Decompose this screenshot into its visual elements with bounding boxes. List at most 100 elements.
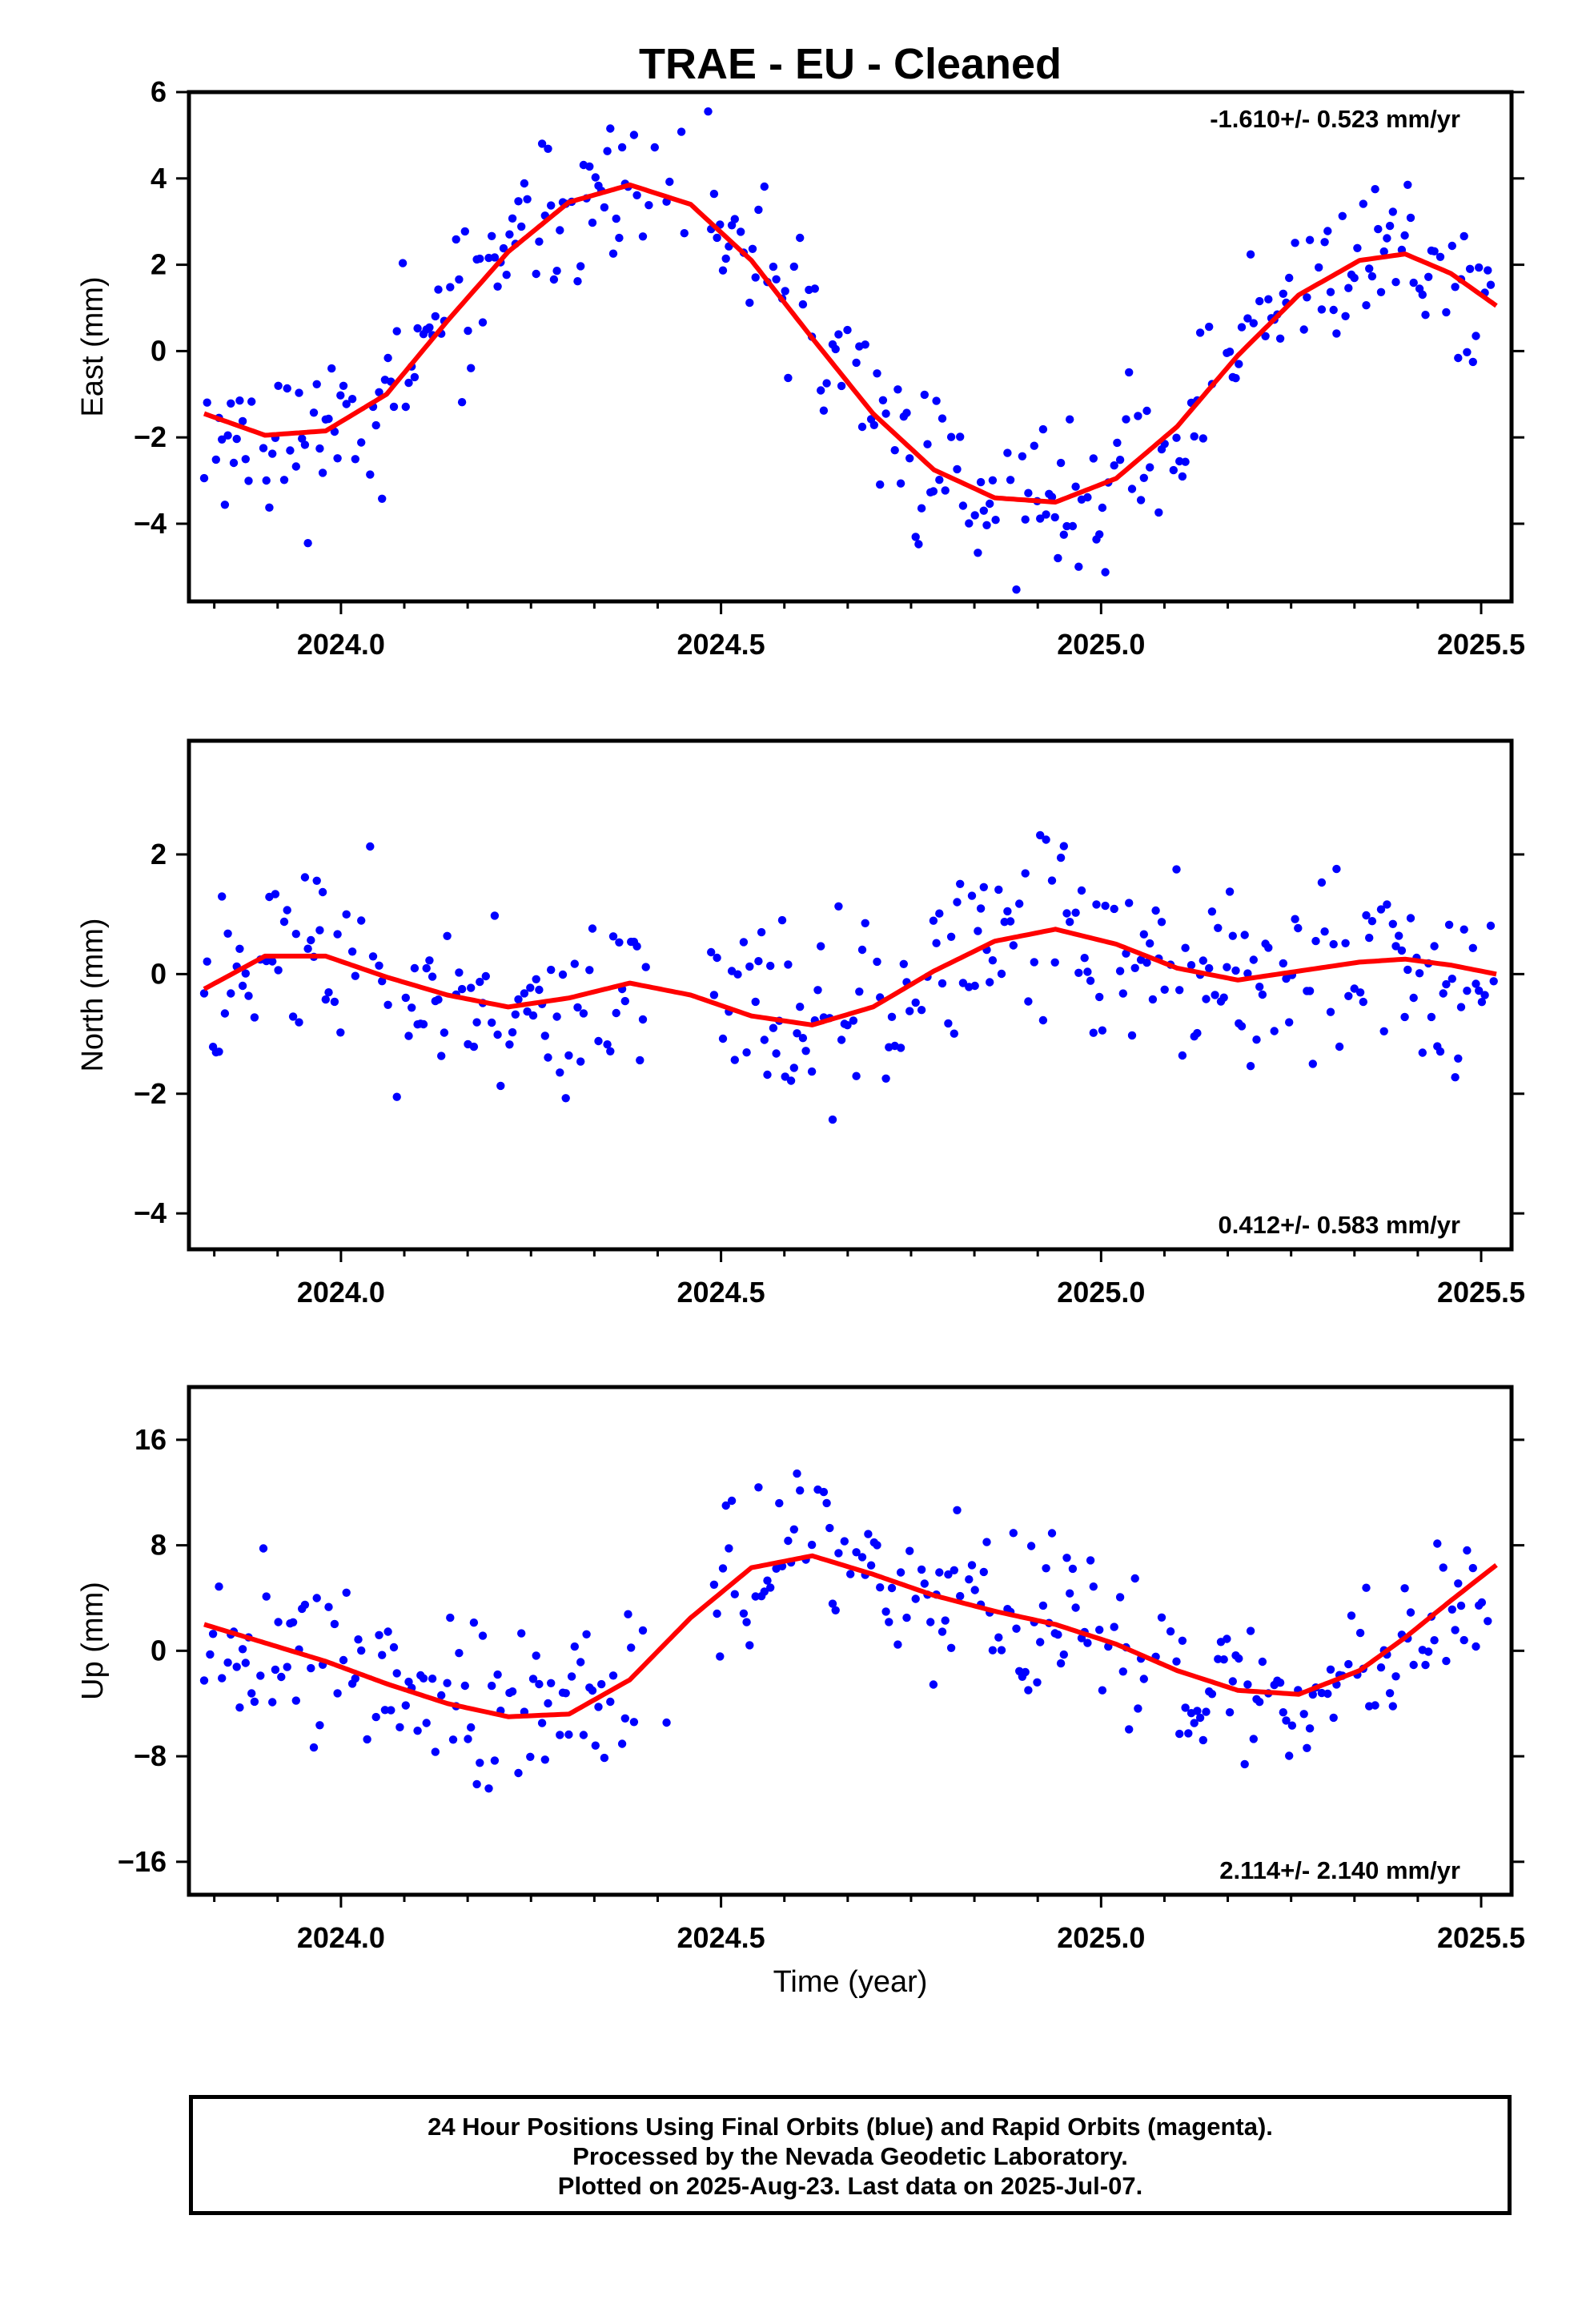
data-point	[1249, 319, 1259, 328]
data-point	[935, 909, 944, 918]
data-point	[330, 1619, 339, 1629]
data-point	[1151, 906, 1160, 915]
data-point	[579, 1009, 588, 1018]
footer-line-1: 24 Hour Positions Using Final Orbits (bl…	[428, 2113, 1273, 2141]
data-point	[946, 932, 956, 942]
data-point	[235, 396, 244, 405]
data-point	[1080, 954, 1089, 963]
data-point	[881, 1607, 890, 1616]
data-point	[472, 1779, 481, 1789]
data-point	[1024, 489, 1033, 497]
data-point	[256, 1671, 265, 1680]
data-point	[570, 1642, 579, 1651]
data-point	[807, 1067, 817, 1076]
data-point	[347, 395, 357, 404]
data-point	[624, 1610, 632, 1618]
data-point	[1089, 1582, 1098, 1591]
data-point	[1418, 1048, 1427, 1057]
y-tick-label: −4	[134, 1196, 167, 1229]
data-point	[1255, 296, 1264, 306]
data-point	[1403, 965, 1412, 975]
data-point	[709, 189, 719, 199]
data-point	[713, 233, 721, 243]
data-point	[1463, 987, 1472, 995]
data-point	[1326, 287, 1335, 296]
data-point	[828, 1599, 837, 1608]
data-point	[1056, 1659, 1066, 1668]
data-point	[493, 1030, 502, 1039]
data-point	[1062, 1554, 1071, 1562]
data-point	[460, 1681, 469, 1691]
data-point	[570, 959, 579, 968]
data-point	[514, 995, 523, 1004]
data-point	[866, 1561, 876, 1570]
data-point	[665, 177, 674, 187]
data-point	[1435, 252, 1445, 261]
data-point	[295, 1018, 303, 1027]
data-point	[873, 1541, 881, 1550]
data-point	[1068, 521, 1078, 531]
data-point	[404, 378, 413, 388]
data-point	[751, 273, 760, 282]
data-point	[446, 1613, 455, 1622]
data-point	[887, 1583, 897, 1593]
data-point	[588, 1686, 597, 1695]
data-point	[1442, 979, 1451, 989]
x-tick-label: 2025.5	[1437, 1276, 1525, 1309]
data-point	[499, 243, 508, 253]
data-point	[547, 965, 556, 975]
data-point	[389, 402, 399, 412]
data-point	[997, 969, 1006, 979]
data-point	[911, 1594, 920, 1603]
data-point	[1454, 353, 1463, 363]
y-axis-label: Up (mm)	[76, 1582, 110, 1700]
data-point	[327, 364, 336, 373]
data-point	[876, 480, 885, 489]
data-point	[1344, 283, 1353, 292]
data-point	[375, 961, 383, 971]
data-point	[283, 384, 291, 393]
data-point	[244, 991, 253, 1000]
data-point	[638, 1626, 648, 1635]
data-point	[1223, 1634, 1231, 1643]
data-point	[760, 1587, 769, 1596]
data-point	[1146, 939, 1154, 948]
data-point	[745, 1641, 754, 1650]
data-point	[1341, 312, 1350, 320]
data-point	[268, 449, 277, 458]
data-point	[1118, 989, 1128, 998]
data-point	[425, 323, 434, 332]
data-point	[460, 227, 469, 236]
data-point	[742, 1618, 751, 1626]
data-point	[1430, 1636, 1439, 1645]
data-point	[1383, 900, 1391, 909]
data-point	[448, 1735, 458, 1744]
data-point	[1317, 878, 1327, 887]
data-point	[793, 1029, 801, 1038]
data-point	[1355, 988, 1365, 997]
data-point	[638, 232, 648, 241]
data-point	[956, 879, 965, 889]
data-point	[324, 988, 333, 997]
data-point	[428, 972, 437, 981]
data-point	[1181, 457, 1190, 466]
data-point	[680, 229, 689, 238]
data-point	[300, 1600, 310, 1610]
data-point	[837, 381, 846, 391]
data-point	[1047, 1529, 1057, 1538]
data-point	[1421, 1660, 1430, 1670]
data-point	[1475, 263, 1484, 272]
data-point	[707, 947, 716, 957]
data-points	[199, 107, 1496, 594]
data-point	[537, 1719, 547, 1727]
data-point	[1359, 199, 1368, 208]
data-point	[677, 127, 686, 136]
data-point	[1142, 406, 1151, 416]
data-point	[383, 1627, 392, 1636]
data-point	[917, 504, 926, 513]
data-point	[467, 1723, 476, 1732]
data-point	[857, 1553, 867, 1562]
y-tick-label: −4	[134, 507, 167, 540]
data-point	[378, 494, 387, 503]
data-point	[840, 1537, 849, 1546]
